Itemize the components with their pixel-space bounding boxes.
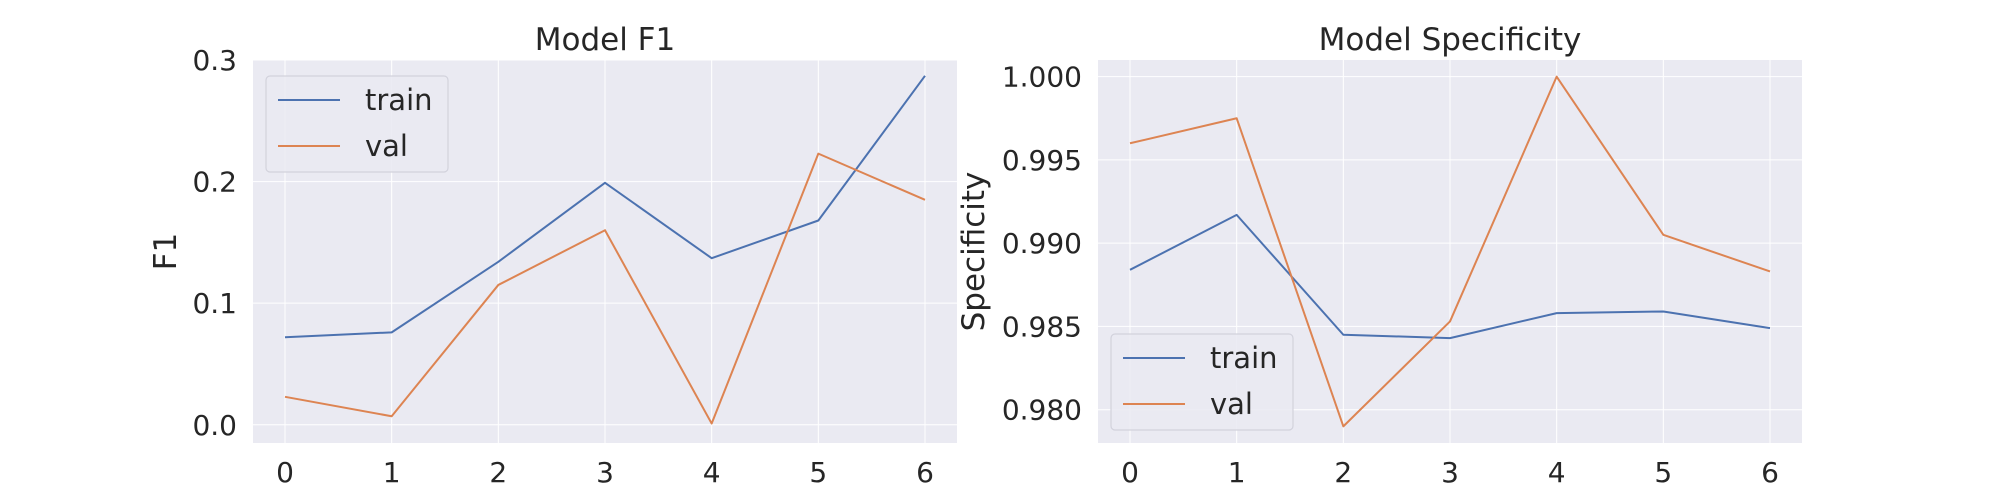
y-tick-label: 0.0	[192, 409, 237, 442]
series-line-val	[1129, 75, 1771, 428]
y-tick-label: 1.000	[1002, 61, 1082, 94]
y-tick-label: 0.995	[1002, 144, 1082, 177]
series-line-train	[284, 75, 926, 339]
legend-label-val: val	[1210, 387, 1253, 421]
legend: train val	[265, 75, 449, 173]
x-tick-label: 0	[276, 456, 294, 489]
series-line-train	[1129, 213, 1771, 340]
x-tick-label: 0	[1121, 456, 1139, 489]
x-tick-label: 1	[1228, 456, 1246, 489]
x-tick-label: 3	[596, 456, 614, 489]
y-tick-label: 0.990	[1002, 227, 1082, 260]
legend-label-val: val	[365, 129, 408, 163]
y-tick-label: 0.2	[192, 166, 237, 199]
legend: train val	[1110, 333, 1294, 431]
y-tick-label: 0.3	[192, 44, 237, 77]
x-tick-label: 6	[916, 456, 934, 489]
x-tick-label: 5	[1654, 456, 1672, 489]
specificity-chart: 0 1 2 3 4 5 6 0.980 0.985 0.990 0.995 1.000 Model Sp…	[956, 22, 1802, 489]
y-tick-label: 0.980	[1002, 394, 1082, 427]
chart-title: Model Specificity	[1319, 22, 1582, 58]
f1-chart: 0 1 2 3 4 5 6 0.0 0.1 0.2 0.3 Model F1 F1 train val	[148, 22, 957, 489]
x-tick-label: 1	[383, 456, 401, 489]
x-tick-label: 5	[809, 456, 827, 489]
chart-title: Model F1	[535, 22, 675, 58]
series-line-val	[284, 152, 926, 425]
x-tick-label: 3	[1441, 456, 1459, 489]
y-tick-label: 0.985	[1002, 310, 1082, 343]
y-axis-label: F1	[148, 233, 184, 271]
x-tick-label: 4	[703, 456, 721, 489]
x-tick-label: 2	[489, 456, 507, 489]
x-tick-label: 6	[1761, 456, 1779, 489]
x-tick-label: 4	[1548, 456, 1566, 489]
y-axis-label: Specificity	[956, 172, 992, 332]
x-tick-label: 2	[1334, 456, 1352, 489]
legend-label-train: train	[365, 83, 433, 117]
y-tick-label: 0.1	[192, 287, 237, 320]
legend-label-train: train	[1210, 341, 1278, 375]
